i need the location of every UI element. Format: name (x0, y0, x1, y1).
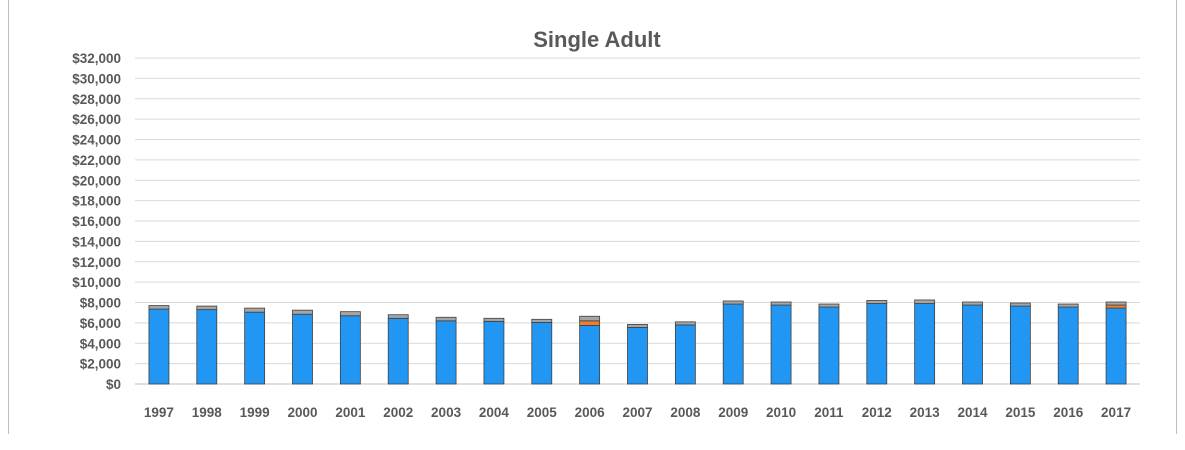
y-tick-label: $12,000 (72, 255, 121, 270)
bar-segment-series-2 (866, 300, 888, 304)
bar-segment-series-0 (339, 315, 361, 385)
y-tick-label: $16,000 (72, 214, 121, 229)
y-tick-label: $24,000 (72, 133, 121, 148)
y-tick-label: $28,000 (72, 92, 121, 107)
bar-segment-series-2 (292, 309, 313, 315)
chart-frame-left-border (8, 0, 9, 434)
bar-segment-series-0 (962, 304, 983, 385)
bar-segment-series-2 (1105, 301, 1127, 306)
x-tick-label: 2004 (479, 405, 510, 420)
bar-segment-series-0 (244, 311, 266, 385)
bar-segment-series-2 (962, 301, 983, 306)
bar-segment-series-2 (387, 314, 409, 319)
bar-segment-series-1 (1105, 304, 1127, 309)
bar-segment-series-2 (674, 321, 696, 326)
bar-segment-series-0 (387, 317, 409, 385)
chart-frame-right-border (1176, 0, 1177, 434)
bar-segment-series-2 (1057, 303, 1079, 308)
gridlines (135, 57, 1140, 385)
bar-segment-series-2 (483, 317, 505, 322)
bar-segment-series-2 (818, 303, 840, 308)
bar-segment-series-0 (579, 325, 601, 385)
bar-segment-series-0 (483, 320, 505, 385)
x-tick-label: 2017 (1101, 405, 1131, 420)
bar-segment-series-2 (531, 318, 553, 323)
x-tick-label: 2000 (287, 405, 317, 420)
x-tick-label: 2003 (431, 405, 462, 420)
x-tick-label: 2015 (1005, 405, 1036, 420)
bar-segment-series-2 (196, 305, 218, 311)
y-tick-label: $8,000 (80, 296, 121, 311)
bar-segment-series-0 (435, 320, 457, 385)
bar-segment-series-0 (1009, 305, 1031, 385)
bar-segment-series-2 (244, 307, 266, 313)
x-tick-label: 2009 (718, 405, 748, 420)
y-tick-label: $26,000 (72, 112, 121, 127)
bar-segment-series-0 (1057, 306, 1079, 385)
y-tick-label: $18,000 (72, 194, 121, 209)
x-tick-label: 2013 (910, 405, 941, 420)
x-tick-label: 2012 (862, 405, 892, 420)
x-axis-ticks: 1997 1998 1999 2000 2001 2002 2003 2004 2005 2006… (144, 405, 1131, 420)
x-tick-label: 2007 (622, 405, 652, 420)
bar-segment-series-1 (579, 320, 601, 326)
x-tick-label: 2010 (766, 405, 796, 420)
bar-segment-series-2 (579, 315, 601, 322)
bar-segment-series-2 (1009, 302, 1031, 307)
x-tick-label: 2008 (670, 405, 701, 420)
y-tick-label: $30,000 (72, 71, 121, 86)
x-tick-label: 1999 (240, 405, 270, 420)
y-axis-ticks: $0 $2,000 $4,000 $6,000 $8,000 $10,000 $12,000… (72, 51, 121, 392)
y-tick-label: $4,000 (80, 336, 121, 351)
bar-segment-series-0 (148, 308, 170, 385)
bar-segment-series-2 (914, 299, 936, 304)
bar-segment-series-0 (866, 303, 888, 385)
bar-segment-series-2 (339, 311, 361, 317)
bar-segment-series-0 (292, 313, 313, 385)
bar-segment-series-2 (627, 324, 648, 328)
bar-segment-series-0 (627, 327, 648, 385)
bar-segment-series-0 (674, 324, 696, 385)
y-tick-label: $2,000 (80, 357, 121, 372)
y-tick-label: $22,000 (72, 153, 121, 168)
bar-segment-series-2 (435, 316, 457, 322)
bar-segment-series-2 (722, 300, 744, 305)
bar-segment-series-0 (1105, 307, 1127, 385)
x-tick-label: 2001 (335, 405, 366, 420)
y-tick-label: $32,000 (72, 51, 121, 66)
bar-segment-series-0 (531, 321, 553, 385)
x-tick-label: 2006 (575, 405, 606, 420)
y-tick-label: $10,000 (72, 275, 121, 290)
bar-segment-series-2 (148, 305, 170, 310)
y-tick-label: $0 (106, 377, 121, 392)
y-tick-label: $14,000 (72, 234, 121, 249)
x-tick-label: 2002 (383, 405, 413, 420)
bar-segment-series-0 (770, 304, 792, 385)
bar-segment-series-2 (770, 301, 792, 306)
y-tick-label: $6,000 (80, 316, 121, 331)
x-tick-label: 2011 (814, 405, 844, 420)
y-tick-label: $20,000 (72, 173, 121, 188)
x-tick-label: 2005 (527, 405, 558, 420)
bar-segment-series-0 (196, 309, 218, 385)
x-tick-label: 1998 (192, 405, 223, 420)
x-tick-label: 2014 (957, 405, 988, 420)
bar-segment-series-0 (914, 303, 936, 385)
bar-segment-series-0 (722, 303, 744, 385)
x-tick-label: 2016 (1053, 405, 1084, 420)
bar-series (148, 299, 1127, 385)
x-tick-label: 1997 (144, 405, 174, 420)
bar-segment-series-0 (818, 306, 840, 385)
chart-title: Single Adult (533, 27, 661, 52)
